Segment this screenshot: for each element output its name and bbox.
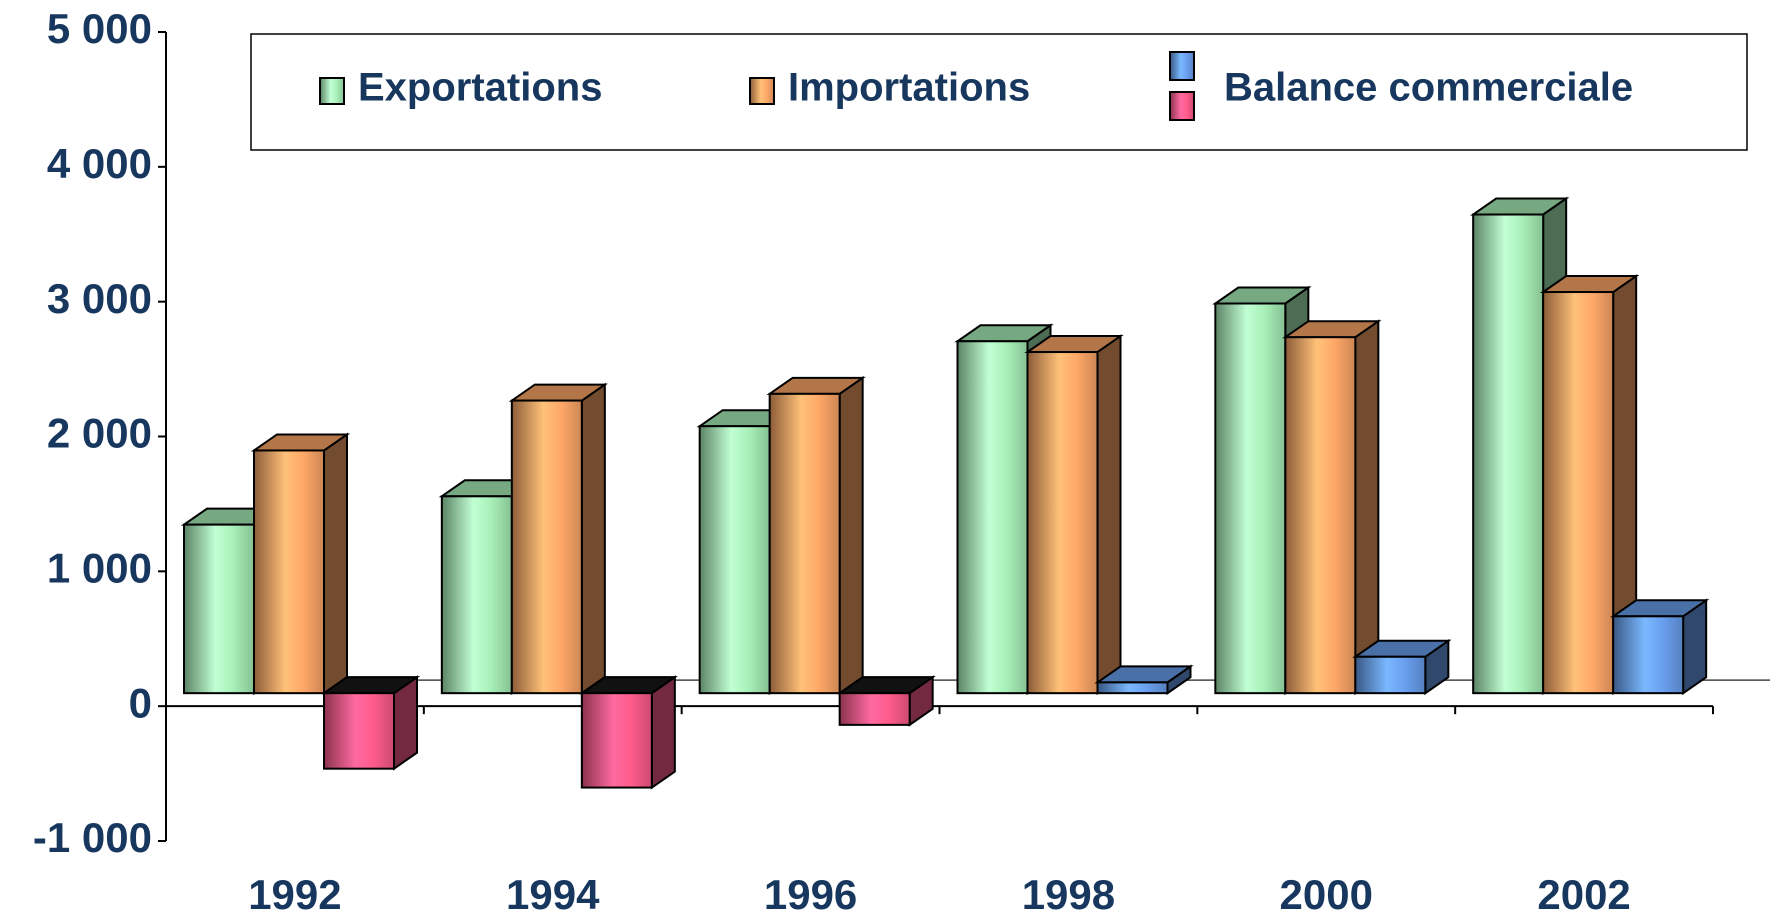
bar-side [1098,336,1121,693]
legend-swatch [1170,52,1194,80]
x-tick-label: 2000 [1280,871,1373,918]
x-tick-label: 1998 [1022,871,1115,918]
bar [958,341,1028,693]
bar-side [652,677,675,787]
bar [770,394,840,693]
bar [254,450,324,693]
legend-label: Balance commerciale [1224,66,1633,110]
legend-label: Exportations [358,66,602,110]
bar [1473,215,1543,694]
y-tick-label: 3 000 [47,275,152,322]
bar [840,693,910,725]
legend-swatch [320,78,344,104]
legend-swatch [750,78,774,104]
y-tick-label: -1 000 [33,814,152,861]
bar [324,693,394,769]
legend-swatch [1170,92,1194,120]
bar [442,496,512,693]
bar [582,693,652,787]
y-tick-label: 0 [129,679,152,726]
x-tick-label: 1994 [506,871,600,918]
bar [1285,337,1355,693]
y-tick-label: 5 000 [47,5,152,52]
y-tick-label: 1 000 [47,544,152,591]
y-tick-label: 2 000 [47,410,152,457]
bar [1028,352,1098,693]
bar-side [840,378,863,693]
bar [512,401,582,694]
bar [1098,682,1168,693]
legend-label: Importations [788,66,1030,110]
bar-side [582,385,605,694]
bar-side [324,434,347,693]
bar [1215,303,1285,693]
x-tick-label: 1996 [764,871,857,918]
bar [1543,292,1613,693]
bar [700,426,770,693]
bar [1613,616,1683,693]
x-tick-label: 2002 [1537,871,1630,918]
bar [1355,657,1425,693]
bar-side [1355,321,1378,693]
x-tick-label: 1992 [248,871,341,918]
y-tick-label: 4 000 [47,140,152,187]
bar [184,525,254,694]
chart: -1 000 0 1 000 2 000 3 000 4 000 5 000 1992 1994… [0,0,1770,922]
